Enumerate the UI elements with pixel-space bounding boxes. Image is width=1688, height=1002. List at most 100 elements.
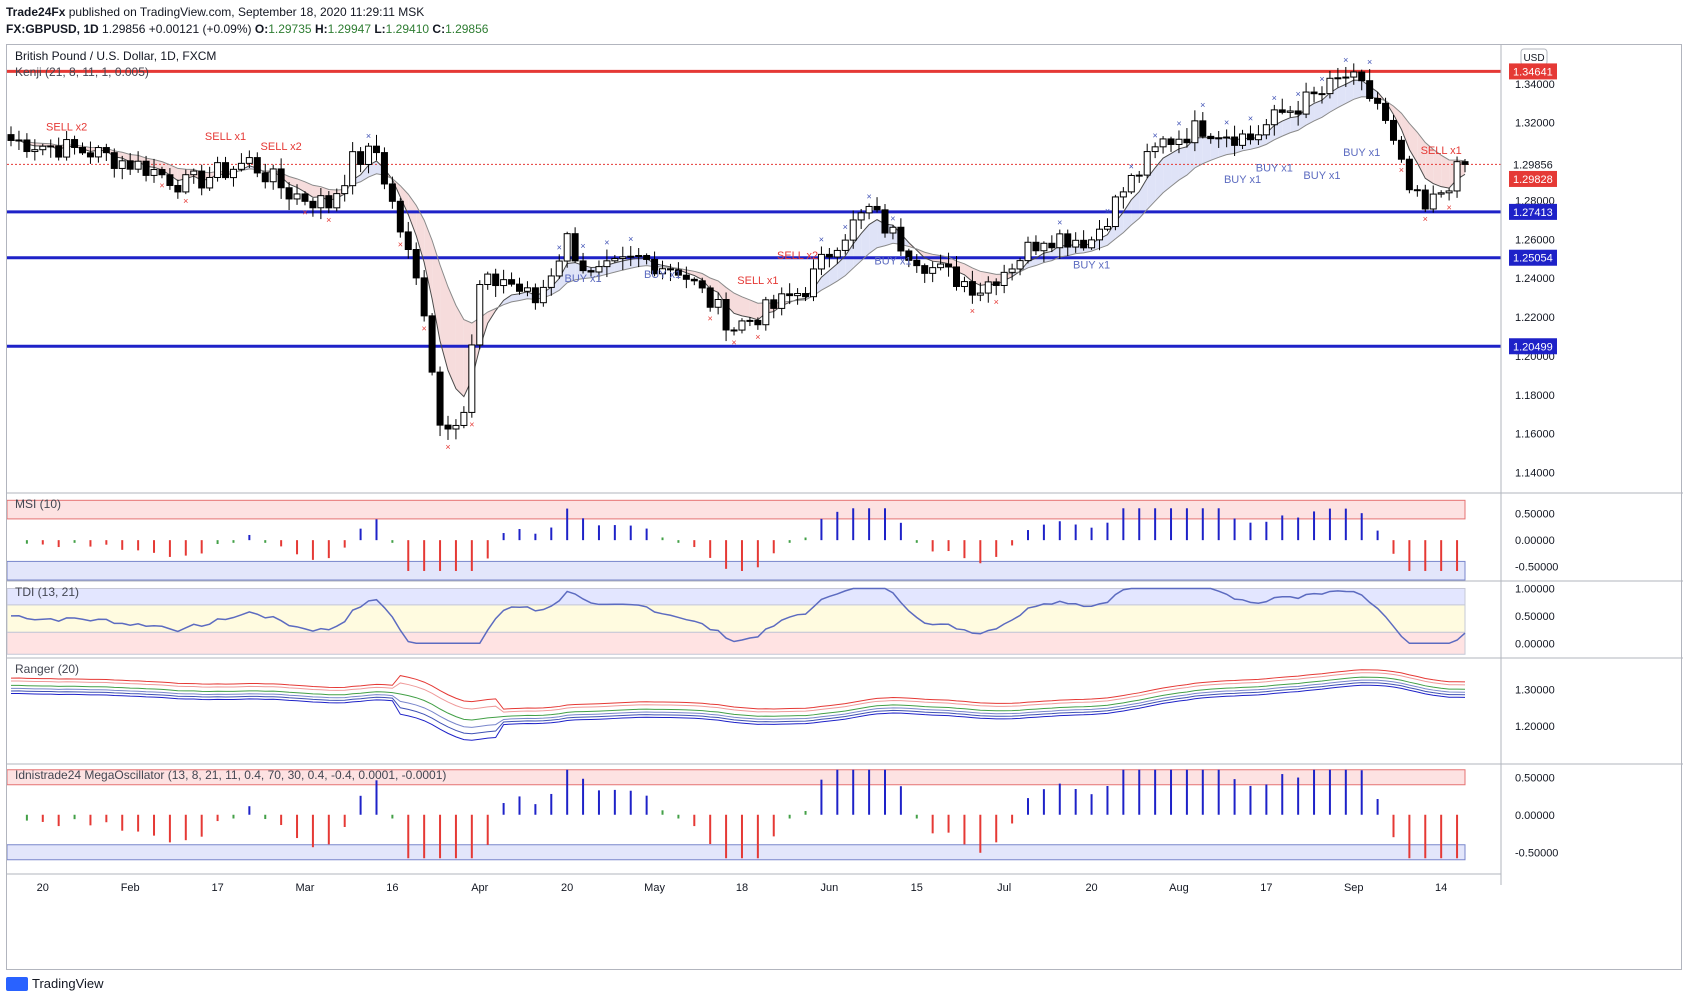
buy-marker: × [1296,89,1301,99]
sell-marker: × [159,180,164,190]
red-price-tag-text: 1.29828 [1513,174,1553,186]
candle [722,292,730,342]
candle [714,292,722,315]
indicator-label: Kenji (21, 8, 11, 1, 0.005) [15,65,149,79]
candle [651,251,659,277]
candle [1056,229,1064,259]
candle-body [945,263,953,268]
candle [579,252,587,274]
candle-body [666,268,674,271]
buy-marker: × [1248,114,1253,124]
candle [674,262,682,279]
open-label: O: [254,22,269,36]
cloud-segment [1194,137,1203,168]
buy-marker: × [557,242,562,252]
buy-marker: × [890,213,895,223]
lower-band [7,844,1466,861]
candle [118,155,126,180]
x-tick-label: 20 [1085,882,1097,894]
level-tag [1509,203,1557,220]
cloud-segment [1202,137,1211,164]
cloud-segment [630,258,639,269]
candle [229,166,237,187]
level-tag [1509,249,1557,266]
candle-body [1088,239,1096,249]
candle-body [651,258,659,275]
cloud-segment [130,154,139,162]
currency-label: USD [1523,53,1544,64]
signal-label: BUY x1 [874,256,911,268]
candle-body [563,233,571,262]
candle-body [1080,239,1088,249]
candle [15,130,23,151]
cloud-segment [1314,100,1322,121]
candle-body [1215,137,1223,140]
candle-body [627,255,635,258]
candle [1231,125,1239,156]
low-label: L: [374,22,386,36]
candle-body [174,184,182,193]
level-tag-text: 1.34641 [1513,66,1553,78]
candle-body [380,152,388,185]
candle-body [952,266,960,287]
candle [1215,130,1223,148]
buy-marker: × [819,234,824,244]
candle-body [1143,151,1151,176]
candle-body [182,174,190,193]
x-tick-label: Jul [997,882,1011,894]
candle [253,152,261,178]
candle [372,134,380,161]
sell-marker: × [731,337,736,347]
candle-body [1350,71,1358,78]
candle-body [253,157,261,174]
y-tick-label: 1.22000 [1515,312,1555,324]
candle [182,169,190,195]
candle [666,263,674,282]
candle [1159,136,1167,154]
candle [1032,235,1040,255]
buy-marker: × [628,234,633,244]
buy-marker: × [866,192,871,202]
cloud-segment [447,286,456,389]
close-label: C: [432,22,446,36]
candle [166,168,174,190]
candle-body [1207,135,1215,140]
sell-marker: × [1399,165,1404,175]
buy-marker: × [1129,161,1134,171]
cloud-segment [1401,113,1410,150]
candle [1302,82,1310,119]
buy-marker: × [366,131,371,141]
candle-body [762,299,770,326]
candle-body [31,149,39,153]
signal-label: BUY x1 [1303,170,1340,182]
candle [794,288,802,305]
cloud-segment [1290,116,1299,133]
candle-body [47,145,55,148]
candle [682,266,690,289]
candle [1016,257,1024,276]
candle-body [190,170,198,176]
candle-body [802,293,810,298]
candle-body [492,273,500,287]
candle [889,225,897,240]
candle-body [1167,138,1175,145]
chart-canvas[interactable]: × × × × × × × × × × × × × × × × × × × × × × × × × × × × × × × × × × × × × × SE… [7,45,1683,971]
candle [460,406,468,429]
cloud-segment [1115,212,1124,239]
chart-frame[interactable]: × × × × × × × × × × × × × × × × × × × × × × × × × × × × × × × × × × × × × × SE… [6,44,1683,971]
candle [102,143,110,161]
candle [39,143,47,156]
candle-body [1429,193,1437,210]
candle-body [15,139,23,142]
panel-tick-label: 0.00000 [1515,810,1555,822]
candle [71,135,79,155]
candle-body [476,284,484,346]
sell-marker: × [970,306,975,316]
candle [921,263,929,283]
candle [905,248,913,268]
candle-body [365,145,373,165]
cloud-segment [559,263,568,291]
candle-body [1405,158,1413,191]
candle-body [269,168,277,183]
candle [1350,63,1358,85]
